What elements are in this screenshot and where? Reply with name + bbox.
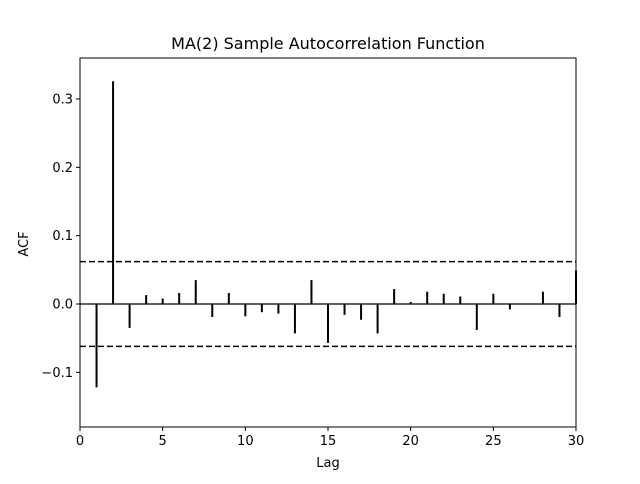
x-tick-label: 30 — [568, 434, 585, 449]
acf-stems — [80, 81, 577, 388]
y-tick-label: 0.3 — [52, 93, 73, 108]
y-axis-label: ACF — [17, 231, 32, 256]
x-axis-label: Lag — [316, 456, 339, 471]
y-tick-label: 0.1 — [52, 229, 73, 244]
chart-title: MA(2) Sample Autocorrelation Function — [171, 34, 485, 53]
y-tick-label: 0.0 — [52, 298, 73, 313]
x-tick-label: 10 — [237, 434, 254, 449]
x-axis-ticks: 0 5 10 15 20 25 30 — [76, 427, 584, 449]
x-tick-label: 25 — [485, 434, 502, 449]
x-tick-label: 5 — [159, 434, 167, 449]
y-tick-label: 0.2 — [52, 161, 73, 176]
y-tick-label: −0.1 — [41, 366, 73, 381]
plot-frame — [79, 57, 577, 428]
x-tick-label: 20 — [402, 434, 419, 449]
x-tick-label: 15 — [320, 434, 337, 449]
y-axis-ticks: −0.1 0.0 0.1 0.2 0.3 — [41, 93, 80, 381]
confidence-bounds — [80, 260, 576, 348]
x-tick-label: 0 — [76, 434, 84, 449]
